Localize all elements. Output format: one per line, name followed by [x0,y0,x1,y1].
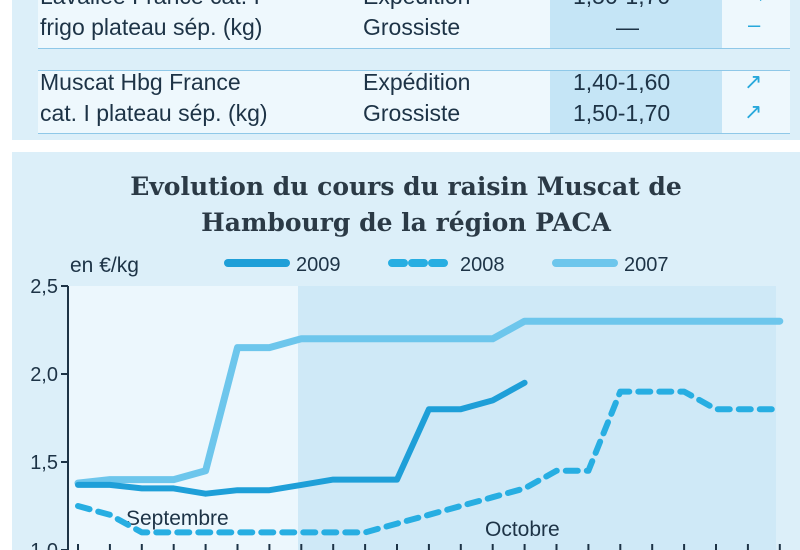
series-line-2007 [74,317,784,487]
month-label: Octobre [485,518,560,541]
series-line-2008 [75,388,783,536]
plot-band-october [298,286,776,550]
legend-label-2008: 2008 [460,254,505,276]
stage-label: Expédition [363,0,470,11]
product-name-line2: frigo plateau sép. (kg) [40,14,263,40]
chart-title-line1: Evolution du cours du raisin Muscat de [130,172,682,201]
product-name-line1: Muscat Hbg France [40,69,241,95]
price-table: Lavallée France cat. I frigo plateau sép… [12,0,800,140]
y-tick-label: 1,0 [30,540,58,550]
price-column-band [550,71,722,133]
stage-label: Grossiste [363,100,461,126]
trend-icon: → [746,0,768,8]
y-tick-label: 2,5 [30,276,58,298]
legend-label-2007: 2007 [624,254,669,276]
series-line-2009 [75,379,528,497]
month-label: Septembre [126,507,229,530]
trend-up-icon: ↗ [744,99,763,124]
table-row: Muscat Hbg France cat. I plateau sép. (k… [38,69,790,134]
product-name-line2: cat. I plateau sép. (kg) [40,100,268,126]
y-axis-label: en €/kg [70,254,139,277]
chart-title-line2: Hambourg de la région PACA [201,208,611,237]
y-tick-label: 2,0 [30,364,58,386]
stage-label: Grossiste [363,14,461,40]
legend-label-2009: 2009 [296,254,341,276]
price-value: — [616,14,639,40]
price-value: 1,50-1,70 [573,0,670,11]
table-row: Lavallée France cat. I frigo plateau sép… [38,0,790,49]
chart-panel: Evolution du cours du raisin Muscat de H… [12,152,800,550]
line-chart: 2,5 2,0 1,5 1,0 en €/kg Septembre Octobre 2007 2… [30,254,784,550]
price-value: 1,40-1,60 [573,69,671,95]
trend-up-icon: ↗ [744,69,763,94]
price-column-band [550,0,722,48]
plot-band-september [68,286,298,550]
product-name-line1: Lavallée France cat. I [40,0,260,11]
trend-icon: – [748,12,761,37]
price-value: 1,50-1,70 [573,100,671,126]
y-tick-label: 1,5 [30,452,58,474]
stage-label: Expédition [363,69,471,95]
